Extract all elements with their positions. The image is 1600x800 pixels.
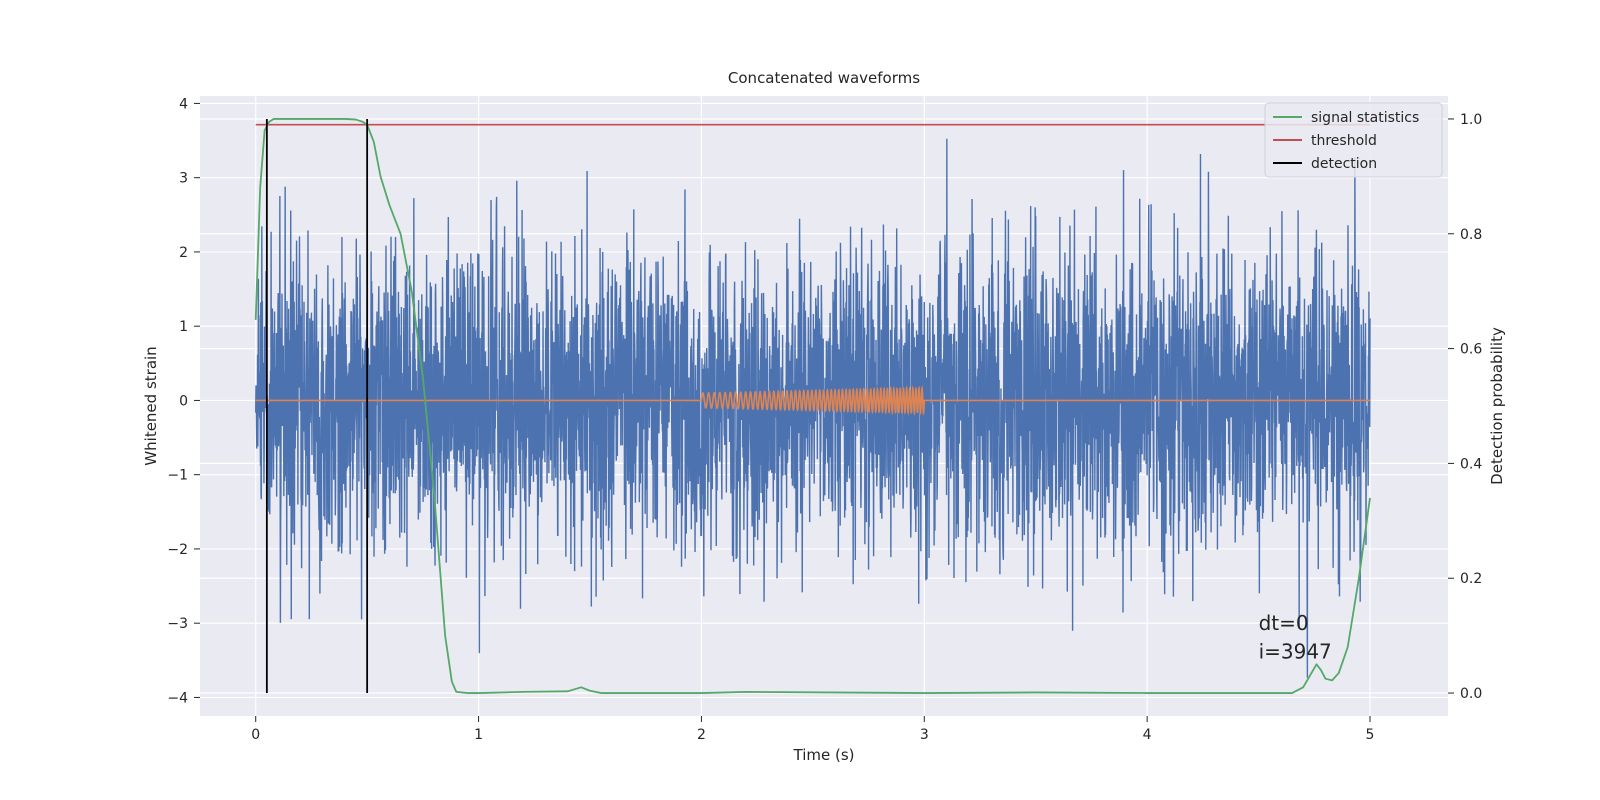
legend-label: signal statistics [1311, 110, 1419, 126]
legend-label: detection [1311, 156, 1377, 172]
x-tick-label: 2 [697, 727, 706, 743]
x-tick-label: 1 [474, 727, 483, 743]
y-tick-label: −2 [167, 542, 188, 558]
y-axis-label: Whitened strain [142, 346, 160, 465]
plot-area: 0 1 2 3 4 5 −4 −3 −2 −1 0 1 2 3 4 0.0 0.2 0.4 0.6 0.8 1.0 si… [167, 96, 1482, 743]
y-tick-label: 4 [179, 96, 188, 112]
y2-axis-label: Detection probability [1488, 327, 1506, 485]
x-tick-label: 4 [1143, 727, 1152, 743]
x-axis-label: Time (s) [793, 746, 855, 764]
x-tick-label: 3 [920, 727, 929, 743]
chart-title: Concatenated waveforms [728, 69, 920, 87]
y-tick-label: 1 [179, 319, 188, 335]
legend-box [1264, 102, 1443, 178]
annotation-index: i=3947 [1259, 639, 1332, 663]
y-tick-label: −1 [167, 468, 188, 484]
y-tick-label: 2 [179, 245, 188, 261]
y2-tick-label: 1.0 [1460, 112, 1482, 128]
y-tick-label: 3 [179, 171, 188, 187]
series-group [254, 118, 1371, 694]
y2-tick-label: 0.4 [1460, 456, 1482, 472]
y2-tick-label: 0.0 [1460, 686, 1482, 702]
x-tick-label: 0 [251, 727, 260, 743]
ticks: 0 1 2 3 4 5 −4 −3 −2 −1 0 1 2 3 4 0.0 0.2 0.4 0.6 0.8 1.0 [167, 96, 1482, 743]
strain-noise-line [255, 138, 1371, 678]
y-tick-label: −3 [167, 616, 188, 632]
x-tick-label: 5 [1366, 727, 1375, 743]
annotation-dt: dt=0 [1259, 611, 1309, 635]
legend-label: threshold [1311, 133, 1377, 149]
signal-statistics-line [254, 118, 1371, 694]
y-tick-label: −4 [167, 690, 188, 706]
y-tick-label: 0 [179, 393, 188, 409]
legend: signal statistics threshold detection [1264, 102, 1443, 178]
chirp-template-line [255, 385, 1371, 416]
y2-tick-label: 0.8 [1460, 227, 1482, 243]
y2-tick-label: 0.6 [1460, 342, 1482, 358]
y2-tick-label: 0.2 [1460, 571, 1482, 587]
